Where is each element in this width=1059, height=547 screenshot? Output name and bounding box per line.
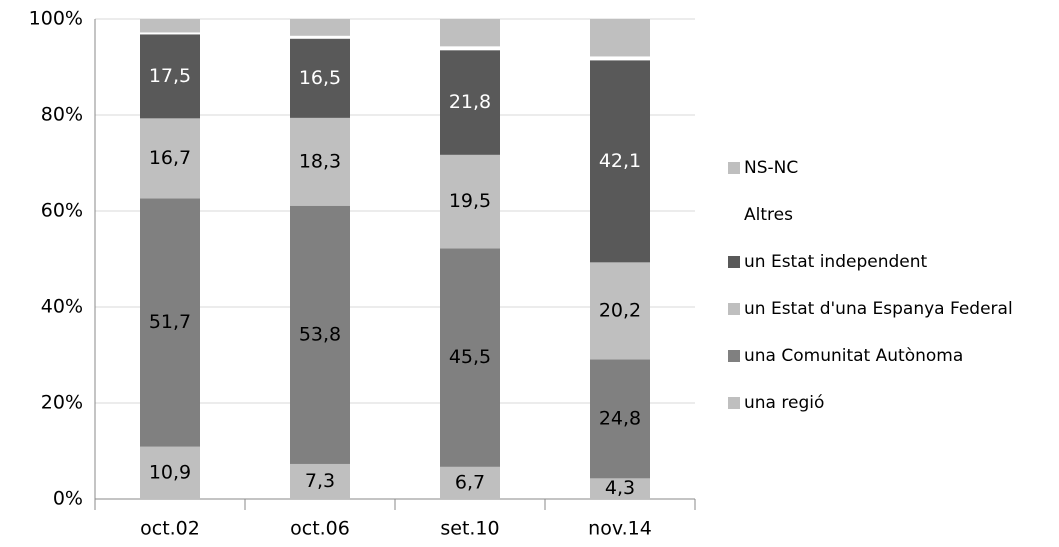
bar-segment	[590, 478, 650, 499]
bar-segment	[590, 262, 650, 360]
data-label: 45,5	[449, 346, 491, 368]
bar-segment	[440, 50, 500, 155]
x-tick-label: nov.14	[588, 518, 652, 540]
y-tick-label: 60%	[41, 200, 83, 222]
data-label: 20,2	[599, 299, 641, 321]
legend-label: una Comunitat Autònoma	[744, 346, 963, 366]
bar-segment	[140, 198, 200, 447]
legend-swatch	[728, 303, 740, 315]
bar-segment	[590, 56, 650, 61]
data-label: 51,7	[149, 311, 191, 333]
legend-swatch	[728, 350, 740, 362]
data-label: 24,8	[599, 407, 641, 429]
bar-segment	[140, 34, 200, 119]
bar-segment	[140, 118, 200, 199]
legend-label: una regió	[744, 393, 824, 413]
data-label: 19,5	[449, 190, 491, 212]
legend-swatch	[728, 256, 740, 268]
data-label: 10,9	[149, 461, 191, 483]
y-tick-label: 80%	[41, 104, 83, 126]
legend-swatch	[728, 162, 740, 174]
y-tick-label: 100%	[29, 8, 83, 30]
bar-segment	[290, 117, 350, 206]
data-label: 7,3	[305, 470, 335, 492]
data-label: 21,8	[449, 91, 491, 113]
bar-segment	[290, 35, 350, 39]
data-label: 16,5	[299, 67, 341, 89]
data-label: 6,7	[455, 471, 485, 493]
x-tick-label: oct.02	[140, 518, 200, 540]
bar-segment	[440, 466, 500, 499]
bar-segment	[440, 154, 500, 249]
legend-swatch	[728, 209, 740, 221]
bar-segment	[290, 205, 350, 464]
bar-segment	[440, 19, 500, 47]
legend-label: Altres	[744, 205, 793, 225]
bar-segment	[140, 19, 200, 33]
data-label: 42,1	[599, 150, 641, 172]
bar-segment	[290, 19, 350, 36]
y-tick-label: 40%	[41, 296, 83, 318]
y-tick-label: 20%	[41, 392, 83, 414]
x-tick-label: oct.06	[290, 518, 350, 540]
data-label: 16,7	[149, 147, 191, 169]
legend-label: un Estat independent	[744, 252, 927, 272]
legend-label: NS-NC	[744, 158, 798, 178]
legend-label: un Estat d'una Espanya Federal	[744, 299, 1013, 319]
bar-segment	[140, 446, 200, 499]
data-label: 53,8	[299, 323, 341, 345]
data-label: 4,3	[605, 477, 635, 499]
bar-segment	[140, 32, 200, 35]
y-tick-label: 0%	[53, 488, 83, 510]
bar-segment	[590, 359, 650, 479]
bar-segment	[590, 19, 650, 57]
data-label: 18,3	[299, 150, 341, 172]
bar-segment	[290, 463, 350, 499]
bar-segment	[590, 60, 650, 263]
bar-segment	[290, 38, 350, 118]
data-label: 17,5	[149, 65, 191, 87]
bar-segment	[440, 248, 500, 467]
x-tick-label: set.10	[440, 518, 499, 540]
bar-segment	[440, 46, 500, 51]
legend-swatch	[728, 397, 740, 409]
